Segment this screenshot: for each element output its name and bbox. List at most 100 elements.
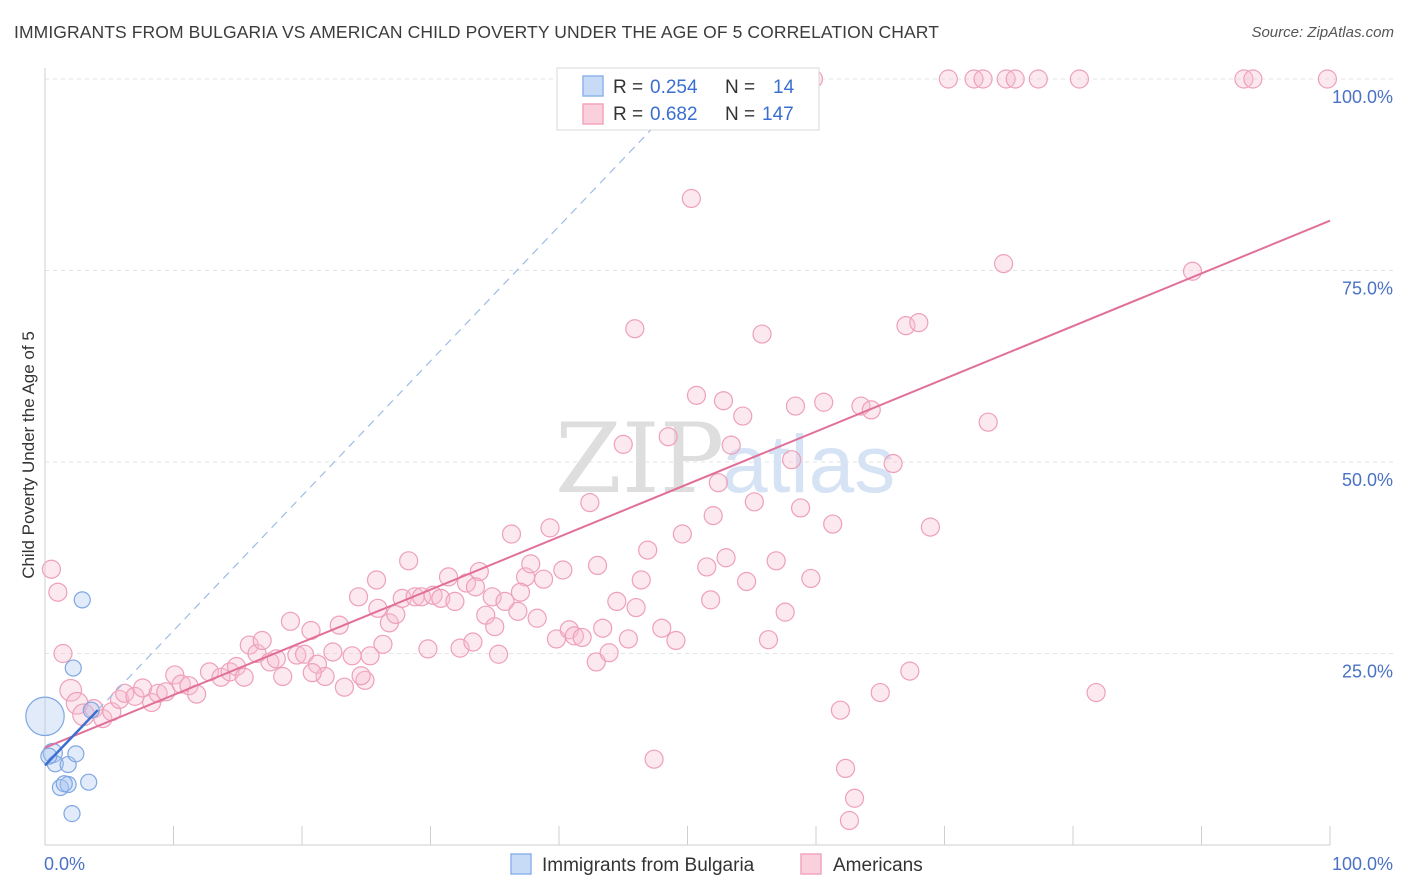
- data-point: [501, 524, 522, 544]
- y-axis-title: Child Poverty Under the Age of 5: [19, 331, 38, 579]
- data-point: [713, 391, 734, 411]
- data-point: [109, 689, 130, 710]
- x-tick-label: 0.0%: [44, 854, 85, 874]
- data-point: [572, 627, 592, 648]
- data-point: [758, 630, 779, 650]
- data-point: [716, 548, 736, 568]
- data-point: [644, 749, 664, 769]
- legend: R = 0.254 N = 14 R = 0.682 N = 147: [556, 67, 820, 131]
- data-point: [508, 601, 528, 621]
- data-point: [737, 571, 757, 592]
- data-point: [445, 591, 465, 612]
- bottom-legend-swatch-blue: [510, 853, 532, 875]
- bottom-legend-label-2: Americans: [833, 855, 923, 876]
- data-point: [909, 312, 929, 333]
- data-point: [273, 666, 293, 687]
- data-point: [294, 644, 315, 664]
- bottom-legend: Immigrants from Bulgaria Americans: [510, 853, 923, 876]
- data-point: [55, 775, 73, 793]
- data-point: [625, 319, 645, 339]
- data-point: [342, 646, 362, 666]
- data-point: [613, 434, 633, 454]
- trend-lines: [44, 120, 1331, 767]
- data-point: [587, 555, 608, 576]
- data-point: [302, 663, 322, 683]
- data-point: [1005, 69, 1025, 89]
- data-point: [607, 591, 627, 612]
- data-point: [540, 518, 560, 538]
- data-point: [686, 385, 707, 405]
- data-point: [883, 453, 903, 474]
- data-point: [360, 646, 380, 666]
- data-point: [823, 514, 843, 534]
- chart-title: IMMIGRANTS FROM BULGARIA VS AMERICAN CHI…: [14, 22, 940, 42]
- data-point: [766, 551, 786, 571]
- data-point: [315, 666, 335, 687]
- data-point: [938, 69, 958, 89]
- data-point: [870, 682, 890, 703]
- data-point: [781, 450, 802, 470]
- data-point: [73, 591, 91, 609]
- data-point: [63, 804, 81, 823]
- data-point: [785, 396, 806, 416]
- data-point: [701, 590, 721, 610]
- data-point: [287, 645, 307, 665]
- legend-n-label-2: N =: [725, 104, 755, 125]
- data-point: [973, 69, 993, 89]
- series-immigrants-from-bulgaria: [25, 591, 100, 823]
- data-point: [553, 560, 573, 580]
- data-point: [978, 412, 998, 432]
- data-point: [626, 597, 646, 618]
- data-point: [652, 618, 672, 638]
- data-point: [40, 747, 58, 765]
- data-point: [386, 604, 406, 625]
- data-point: [599, 643, 619, 663]
- data-point: [463, 632, 483, 652]
- data-point: [521, 554, 541, 574]
- legend-n-value-1: 14: [773, 77, 795, 98]
- legend-r-value-1: 0.254: [650, 77, 698, 98]
- data-point: [399, 551, 419, 571]
- data-point: [41, 559, 62, 579]
- data-point: [580, 492, 600, 513]
- data-point: [721, 435, 741, 455]
- x-tick-label: 100.0%: [1332, 854, 1393, 874]
- series-americans: [41, 69, 1338, 831]
- data-point: [1028, 69, 1048, 89]
- data-point: [839, 810, 860, 831]
- data-point: [80, 773, 98, 791]
- data-point: [59, 678, 83, 702]
- data-point: [835, 758, 856, 779]
- legend-swatch-blue: [582, 75, 604, 97]
- data-point: [775, 602, 795, 622]
- data-point: [1317, 69, 1338, 89]
- data-point: [900, 661, 920, 681]
- watermark-zip: ZIP: [555, 403, 724, 515]
- data-point: [533, 569, 554, 589]
- data-point: [801, 568, 821, 589]
- y-tick-label: 50.0%: [1342, 470, 1393, 490]
- data-point: [171, 674, 191, 694]
- data-point: [618, 629, 638, 649]
- data-point: [53, 643, 73, 664]
- trend-line-bulgaria: [44, 709, 99, 767]
- data-point: [752, 324, 772, 344]
- data-point: [1243, 69, 1263, 89]
- data-point: [681, 188, 701, 209]
- data-point: [790, 498, 811, 518]
- data-point: [495, 591, 515, 612]
- data-point: [25, 696, 65, 737]
- data-point: [510, 582, 531, 602]
- data-point: [67, 745, 85, 763]
- y-tick-label: 75.0%: [1342, 279, 1393, 299]
- axes: [44, 68, 1331, 846]
- y-tick-label: 100.0%: [1332, 87, 1393, 107]
- source-label: Source: ZipAtlas.com: [1251, 24, 1394, 41]
- data-point: [564, 626, 585, 646]
- tick-labels: 100.0% 75.0% 50.0% 25.0% 0.0% 100.0%: [44, 87, 1393, 874]
- data-point: [252, 630, 272, 651]
- bottom-legend-swatch-pink: [800, 853, 822, 875]
- data-point: [658, 427, 678, 447]
- data-point: [1086, 682, 1106, 703]
